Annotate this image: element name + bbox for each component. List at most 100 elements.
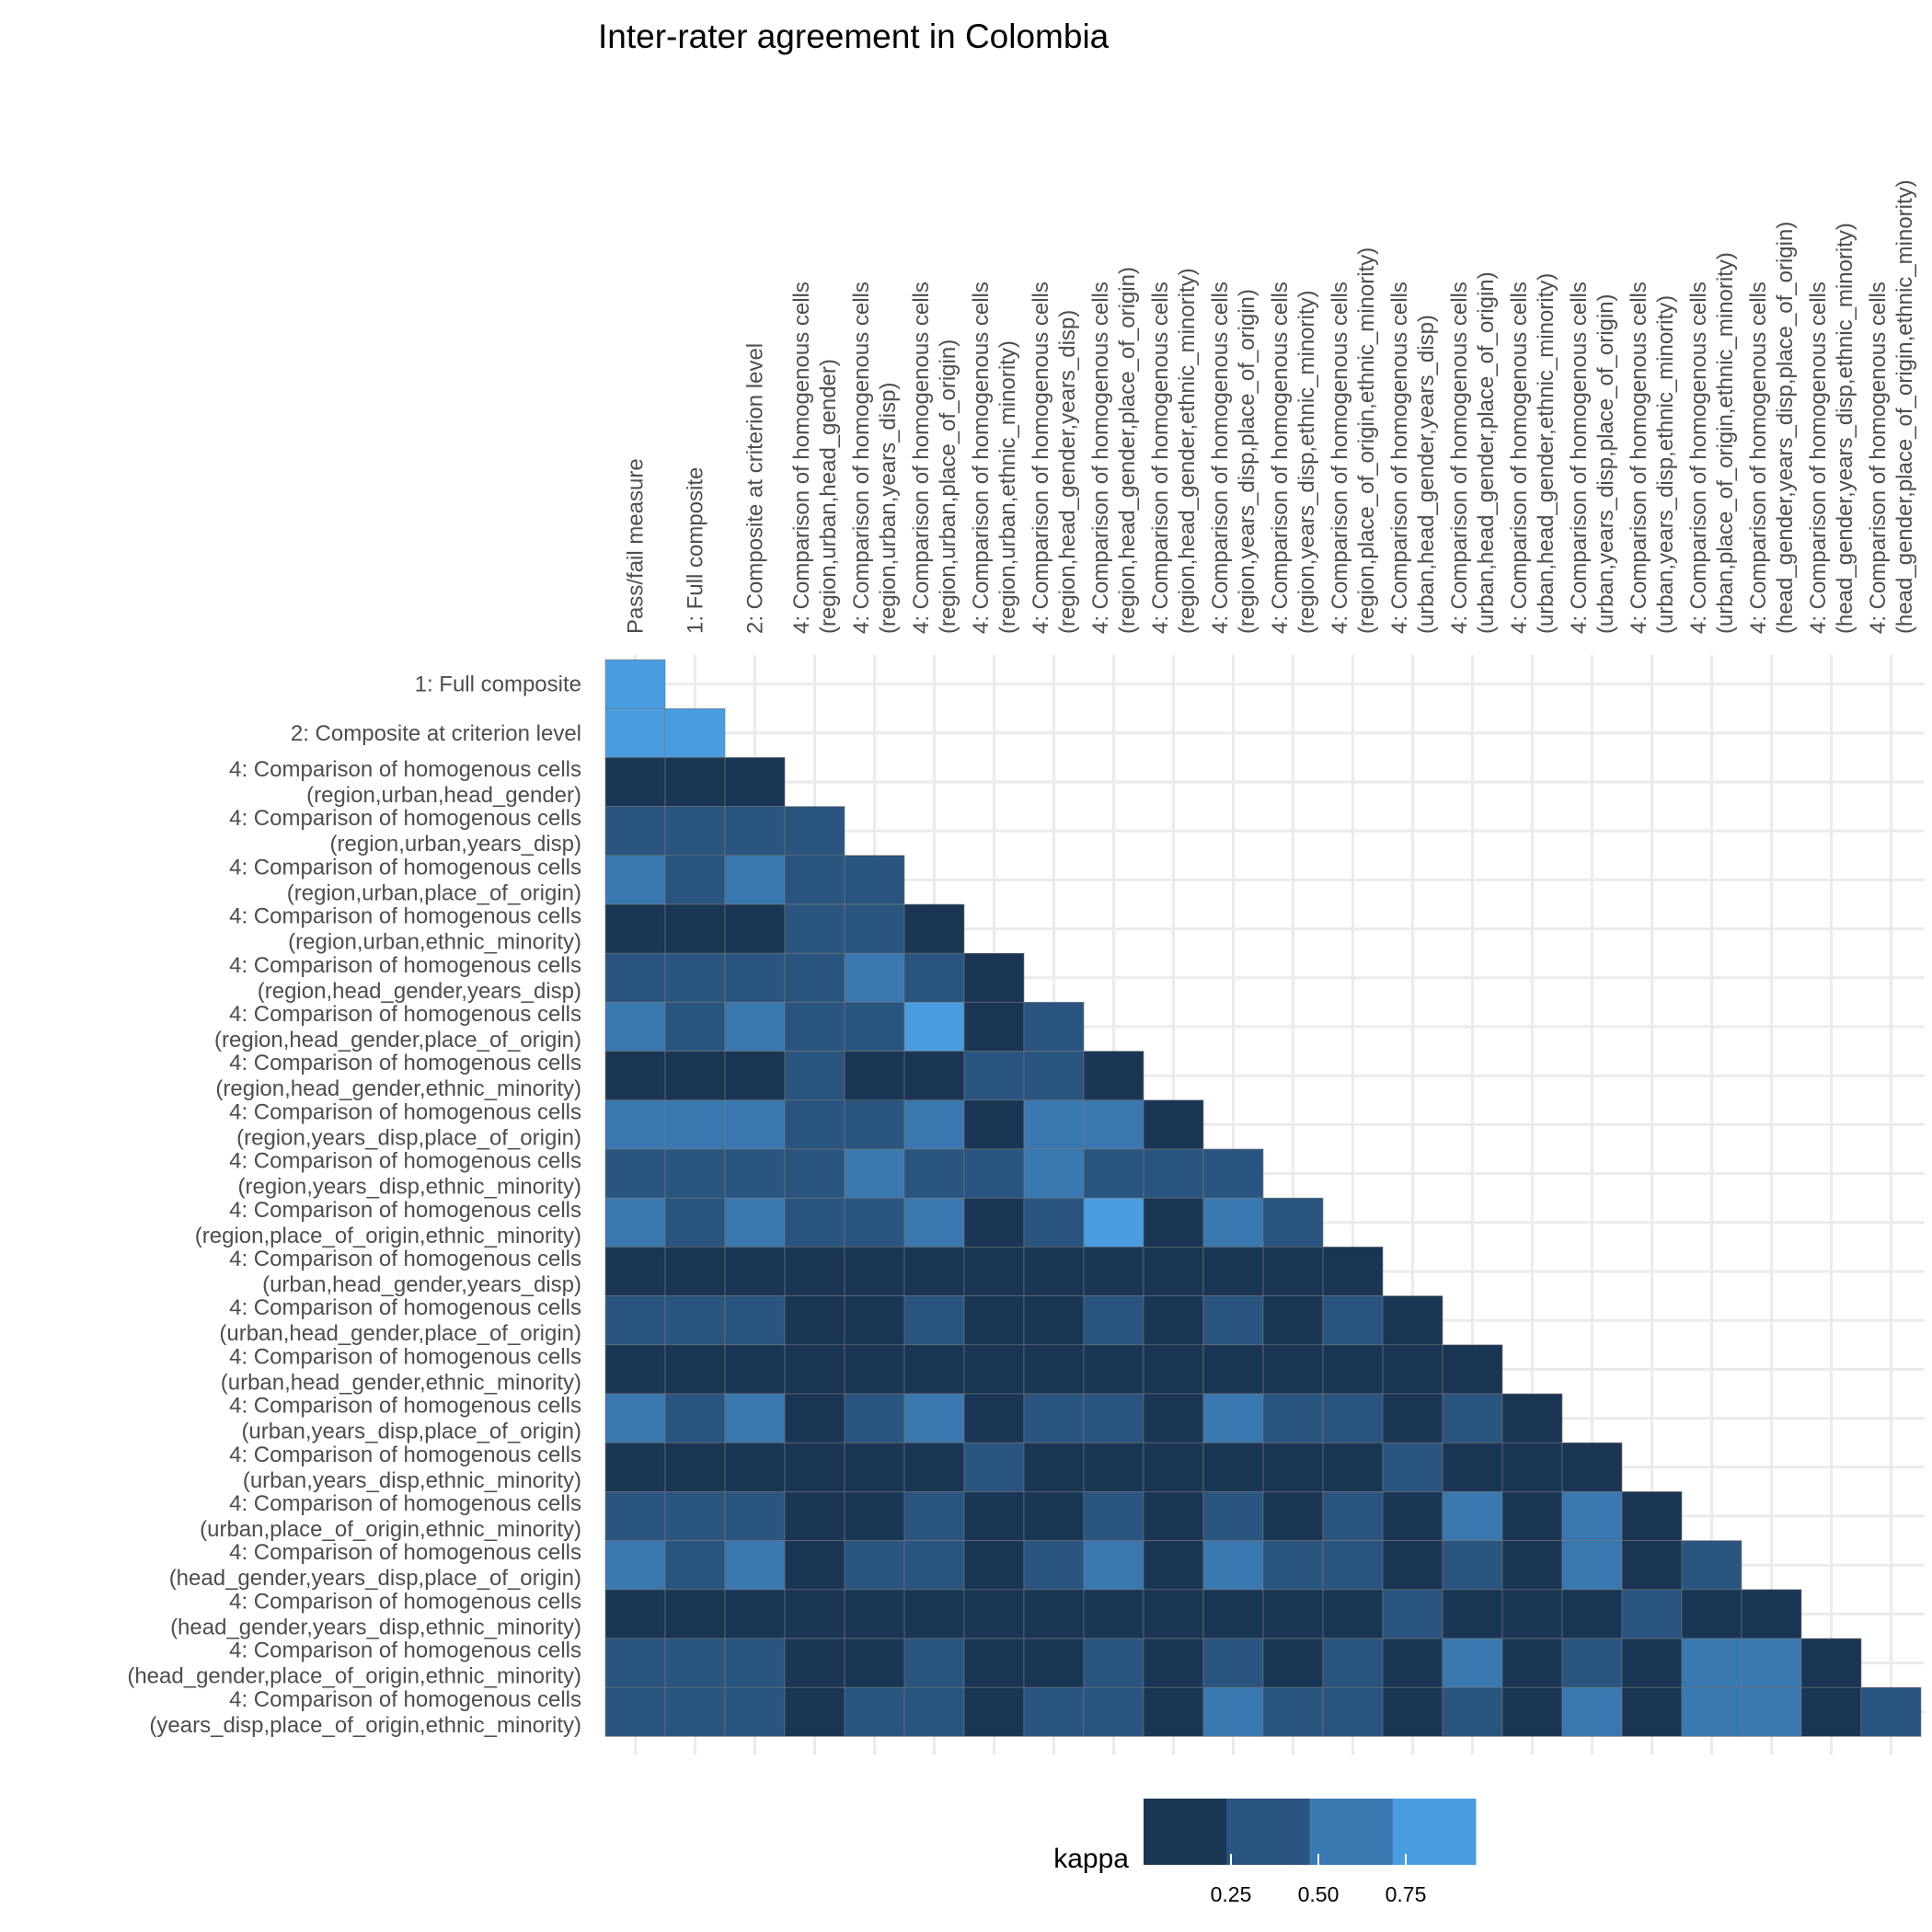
heatmap-cell [724, 903, 786, 954]
x-tick-label: 4: Comparison of homogenous cells [969, 282, 994, 634]
heatmap-cell [963, 1442, 1025, 1492]
heatmap-cell [1143, 1247, 1204, 1296]
heatmap-cell [604, 806, 666, 857]
heatmap-cell [1262, 1295, 1324, 1346]
heatmap-cell [844, 855, 905, 905]
x-tick-label: (urban,head_gender,place_of_origin) [1474, 271, 1499, 634]
heatmap-cell [844, 1295, 905, 1346]
y-tick-label: 4: Comparison of homogenous cells [229, 806, 581, 831]
heatmap-cell [963, 1344, 1025, 1395]
heatmap-cell [1442, 1540, 1503, 1591]
y-tick-label: 4: Comparison of homogenous cells [229, 904, 581, 929]
heatmap-cell [1382, 1295, 1443, 1346]
heatmap-cell [1143, 1148, 1204, 1199]
heatmap-cell [844, 1491, 905, 1541]
heatmap-cell [664, 1197, 726, 1248]
heatmap-cell [1501, 1442, 1563, 1492]
heatmap-cell [664, 757, 726, 807]
y-tick-label: (region,years_disp,place_of_origin) [236, 1125, 581, 1150]
heatmap-cell [844, 1638, 905, 1688]
heatmap-cell [903, 1540, 965, 1591]
heatmap-cell [1322, 1540, 1384, 1591]
y-tick-label: (urban,head_gender,years_disp) [262, 1272, 581, 1297]
x-tick-label: (region,urban,place_of_origin) [936, 339, 960, 634]
x-tick-label: (region,years_disp,place_of_origin) [1235, 289, 1259, 634]
heatmap-cell [1621, 1686, 1683, 1737]
heatmap-cell [724, 1099, 786, 1150]
heatmap-cell [1382, 1491, 1443, 1541]
heatmap-cell [903, 1051, 965, 1101]
heatmap-cell [844, 1051, 905, 1101]
heatmap-cell [1442, 1589, 1503, 1639]
heatmap-cell [1023, 1442, 1085, 1492]
x-tick-label: 4: Comparison of homogenous cells [1567, 282, 1592, 634]
heatmap-cell [1202, 1295, 1264, 1346]
heatmap-cell [903, 1344, 965, 1395]
heatmap-cell [844, 1197, 905, 1248]
heatmap-cell [1143, 1197, 1204, 1248]
heatmap-cell [664, 707, 726, 758]
heatmap-cell [1202, 1686, 1264, 1737]
heatmap-cell [1262, 1491, 1324, 1541]
heatmap-cell [604, 1099, 666, 1150]
heatmap-cell [963, 952, 1025, 1003]
heatmap-cell [963, 1148, 1025, 1199]
heatmap-cell [664, 1295, 726, 1346]
x-tick-label: (urban,years_disp,ethnic_minority) [1653, 295, 1678, 634]
x-tick-label: 4: Comparison of homogenous cells [1268, 282, 1293, 634]
y-tick-label: 4: Comparison of homogenous cells [229, 1639, 581, 1663]
heatmap-cell [1023, 1344, 1085, 1395]
heatmap-cell [844, 1589, 905, 1639]
x-tick-label: 4: Comparison of homogenous cells [1866, 282, 1891, 634]
heatmap-cell [1143, 1686, 1204, 1737]
heatmap-cell [664, 1247, 726, 1296]
heatmap-cell [784, 806, 845, 857]
heatmap-cell [844, 903, 905, 954]
heatmap-cell [1681, 1686, 1742, 1737]
heatmap-cell [664, 1540, 726, 1591]
heatmap-cell [664, 1589, 726, 1639]
heatmap-cell [1083, 1051, 1144, 1101]
x-tick-label: (region,urban,head_gender) [816, 359, 841, 634]
heatmap-cell [604, 1589, 666, 1639]
y-tick-label: (urban,head_gender,place_of_origin) [219, 1321, 581, 1346]
heatmap-cell [664, 1051, 726, 1101]
heatmap-cell [1382, 1686, 1443, 1737]
heatmap-cell [903, 1686, 965, 1737]
heatmap-cell [963, 1002, 1025, 1052]
heatmap-cell [784, 1247, 845, 1296]
heatmap-cell [1382, 1589, 1443, 1639]
y-tick-label: (urban,place_of_origin,ethnic_minority) [200, 1517, 581, 1542]
heatmap-cell [1083, 1393, 1144, 1443]
heatmap-cell [1322, 1442, 1384, 1492]
heatmap-cell [724, 1491, 786, 1541]
heatmap-cell [963, 1686, 1025, 1737]
heatmap-cell [1143, 1295, 1204, 1346]
heatmap-cell [963, 1638, 1025, 1688]
heatmap-cell [1442, 1491, 1503, 1541]
heatmap-cell [1083, 1686, 1144, 1737]
heatmap-cell [1143, 1442, 1204, 1492]
y-tick-label: 4: Comparison of homogenous cells [229, 1540, 581, 1565]
heatmap-cell [604, 1686, 666, 1737]
x-tick-label: (region,urban,years_disp) [876, 383, 901, 634]
legend-tick-label: 0.75 [1386, 1882, 1427, 1906]
chart-title: Inter-rater agreement in Colombia [598, 17, 1110, 55]
heatmap-cell [724, 1686, 786, 1737]
heatmap-cell [604, 1148, 666, 1199]
heatmap-cell [724, 1247, 786, 1296]
heatmap-cell [604, 1638, 666, 1688]
heatmap-cell [903, 1099, 965, 1150]
heatmap-cell [784, 1589, 845, 1639]
heatmap-cell [664, 1638, 726, 1688]
x-tick-label: (region,head_gender,years_disp) [1055, 310, 1080, 634]
heatmap-cell [1382, 1393, 1443, 1443]
legend-color-step [1144, 1799, 1227, 1865]
heatmap-cell [664, 1002, 726, 1052]
heatmap-cell [844, 1344, 905, 1395]
heatmap-cell [604, 1491, 666, 1541]
heatmap-cell [604, 855, 666, 905]
heatmap-cell [1322, 1393, 1384, 1443]
heatmap-cell [1262, 1638, 1324, 1688]
heatmap-cell [844, 1099, 905, 1150]
